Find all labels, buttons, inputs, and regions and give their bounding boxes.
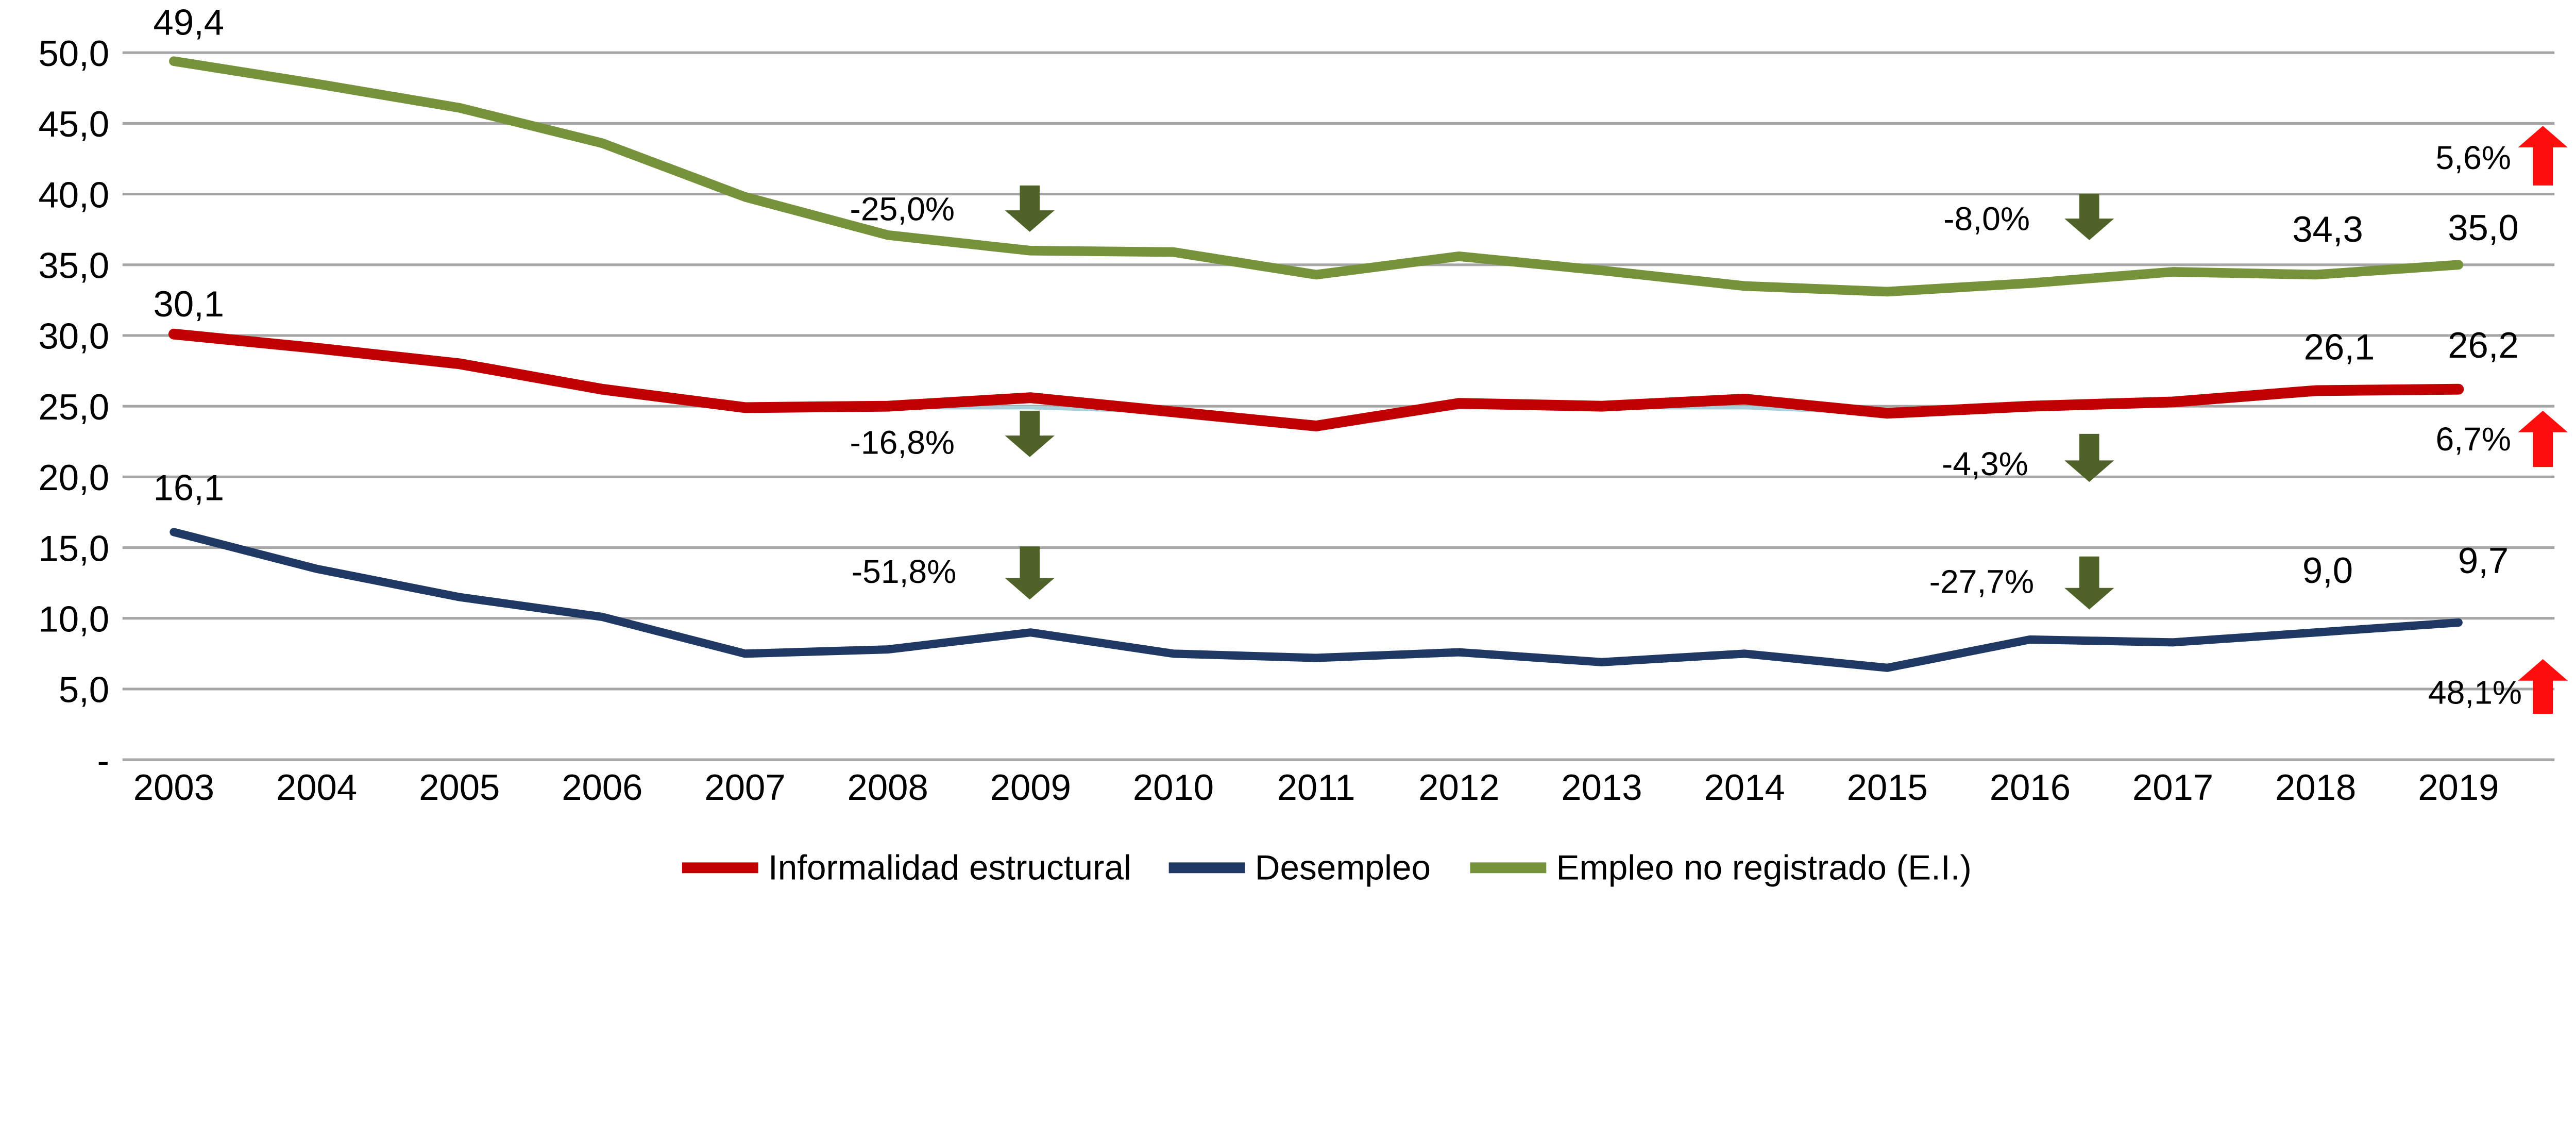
line-chart-canvas: 50,0 45,0 40,0 35,0 30,0 25,0 20,0 15,0 10,0 5,0 -… (38, 2, 2568, 887)
down-arrow-icon (1005, 546, 1055, 600)
series-line-empleo-no-registrado-e-i (169, 56, 2464, 297)
y-tick-label: 45,0 (38, 104, 109, 144)
down-arrow-icon (2064, 556, 2114, 610)
x-tick-label: 2004 (276, 767, 357, 808)
legend-item-informalidad-estructural: Informalidad estructural (682, 848, 1131, 887)
data-label: 35,0 (2448, 207, 2519, 248)
x-tick-label: 2009 (990, 767, 1071, 808)
x-axis-tick-labels: 2003 2004 2005 2006 2007 2008 2009 2010 2011 2012… (133, 767, 2499, 808)
x-tick-label: 2016 (1990, 767, 2071, 808)
data-label: 16,1 (154, 467, 225, 508)
up-arrow-icon (2518, 126, 2568, 186)
y-tick-label: 35,0 (38, 245, 109, 286)
x-tick-label: 2017 (2132, 767, 2213, 808)
down-arrow-icon (1005, 185, 1055, 232)
data-label: 49,4 (154, 2, 225, 42)
annotation-label: -16,8% (850, 424, 955, 461)
y-tick-label: 20,0 (38, 457, 109, 498)
annotation-label: -27,7% (1929, 563, 2035, 600)
down-arrow-icon (2064, 193, 2114, 240)
x-tick-label: 2003 (133, 767, 214, 808)
y-tick-label: 15,0 (38, 528, 109, 568)
y-tick-label: - (97, 740, 110, 781)
x-tick-label: 2019 (2418, 767, 2499, 808)
up-arrow-icon (2518, 410, 2568, 467)
annotation-label: -25,0% (850, 190, 955, 227)
y-tick-label: 50,0 (38, 33, 109, 74)
y-tick-label: 5,0 (59, 669, 109, 710)
annotation-label: 5,6% (2436, 139, 2511, 176)
annotation-label: -8,0% (1943, 200, 2030, 238)
x-tick-label: 2010 (1133, 767, 1214, 808)
data-label: 9,0 (2302, 550, 2353, 591)
annotation-label: -51,8% (852, 553, 957, 590)
legend: Informalidad estructural Desempleo Empleo … (682, 848, 1972, 887)
y-tick-label: 40,0 (38, 174, 109, 215)
employment-indicators-line-chart: 50,0 45,0 40,0 35,0 30,0 25,0 20,0 15,0 10,0 5,0 -… (38, 2, 2568, 887)
annotation-label: -4,3% (1942, 445, 2028, 482)
y-axis-tick-labels: 50,0 45,0 40,0 35,0 30,0 25,0 20,0 15,0 10,0 5,0 - (38, 33, 109, 781)
series-line-informalidad-estructural (168, 328, 2464, 432)
x-tick-label: 2011 (1277, 767, 1355, 808)
legend-label: Informalidad estructural (768, 848, 1131, 887)
x-tick-label: 2015 (1847, 767, 1928, 808)
annotation-label: 48,1% (2428, 674, 2522, 711)
x-tick-label: 2008 (848, 767, 928, 808)
x-tick-label: 2005 (419, 767, 500, 808)
data-label: 30,1 (154, 283, 225, 324)
x-tick-label: 2012 (1418, 767, 1499, 808)
y-tick-label: 30,0 (38, 316, 109, 357)
legend-label: Empleo no registrado (E.I.) (1556, 848, 1972, 887)
data-label: 34,3 (2292, 209, 2363, 249)
annotations: -25,0% -16,8% -51,8% -8,0% -4,3% -27,7% 5,6% 6,… (850, 126, 2568, 714)
down-arrow-icon (2064, 433, 2114, 482)
data-label: 9,7 (2458, 540, 2509, 581)
legend-label: Desempleo (1255, 848, 1431, 887)
x-tick-label: 2014 (1704, 767, 1785, 808)
down-arrow-icon (1005, 410, 1055, 457)
data-labels: 49,4 30,1 16,1 34,3 35,0 26,1 26,2 9,0 9,7 (154, 2, 2519, 591)
x-tick-label: 2018 (2275, 767, 2356, 808)
y-tick-label: 25,0 (38, 387, 109, 427)
series-line-desempleo (170, 528, 2463, 672)
legend-item-desempleo: Desempleo (1168, 848, 1431, 887)
data-label: 26,2 (2448, 325, 2519, 365)
x-tick-label: 2013 (1561, 767, 1642, 808)
x-tick-label: 2006 (562, 767, 642, 808)
x-tick-label: 2007 (704, 767, 785, 808)
data-label: 26,1 (2304, 326, 2375, 367)
legend-item-empleo-no-registrado-e-i: Empleo no registrado (E.I.) (1470, 848, 1972, 887)
annotation-label: 6,7% (2436, 421, 2511, 458)
y-tick-label: 10,0 (38, 598, 109, 639)
up-arrow-icon (2518, 659, 2568, 714)
